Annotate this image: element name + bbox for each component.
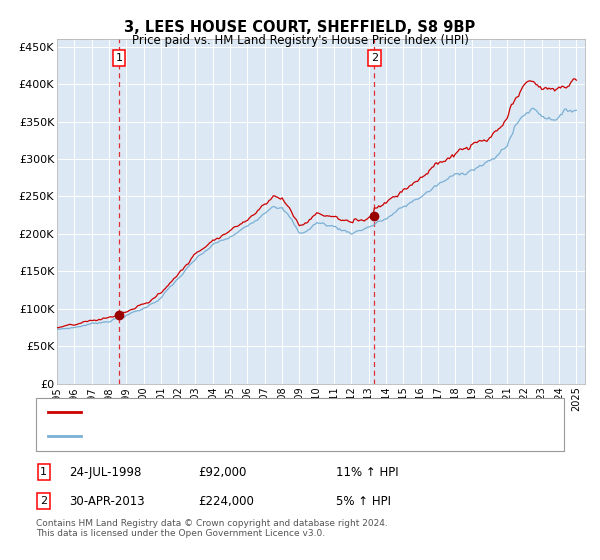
Text: Contains HM Land Registry data © Crown copyright and database right 2024.
This d: Contains HM Land Registry data © Crown c… — [36, 519, 388, 538]
Text: HPI: Average price, detached house, Sheffield: HPI: Average price, detached house, Shef… — [87, 431, 326, 441]
Text: £92,000: £92,000 — [198, 465, 247, 479]
Text: 24-JUL-1998: 24-JUL-1998 — [69, 465, 142, 479]
Text: 30-APR-2013: 30-APR-2013 — [69, 494, 145, 508]
Text: 2: 2 — [40, 496, 47, 506]
Text: 3, LEES HOUSE COURT, SHEFFIELD, S8 9BP: 3, LEES HOUSE COURT, SHEFFIELD, S8 9BP — [124, 20, 476, 35]
Text: 1: 1 — [116, 53, 122, 63]
Text: 3, LEES HOUSE COURT, SHEFFIELD, S8 9BP (detached house): 3, LEES HOUSE COURT, SHEFFIELD, S8 9BP (… — [87, 407, 405, 417]
Text: 11% ↑ HPI: 11% ↑ HPI — [336, 465, 398, 479]
Text: 2: 2 — [371, 53, 378, 63]
Text: 5% ↑ HPI: 5% ↑ HPI — [336, 494, 391, 508]
Text: £224,000: £224,000 — [198, 494, 254, 508]
Text: Price paid vs. HM Land Registry's House Price Index (HPI): Price paid vs. HM Land Registry's House … — [131, 34, 469, 46]
Text: 1: 1 — [40, 467, 47, 477]
